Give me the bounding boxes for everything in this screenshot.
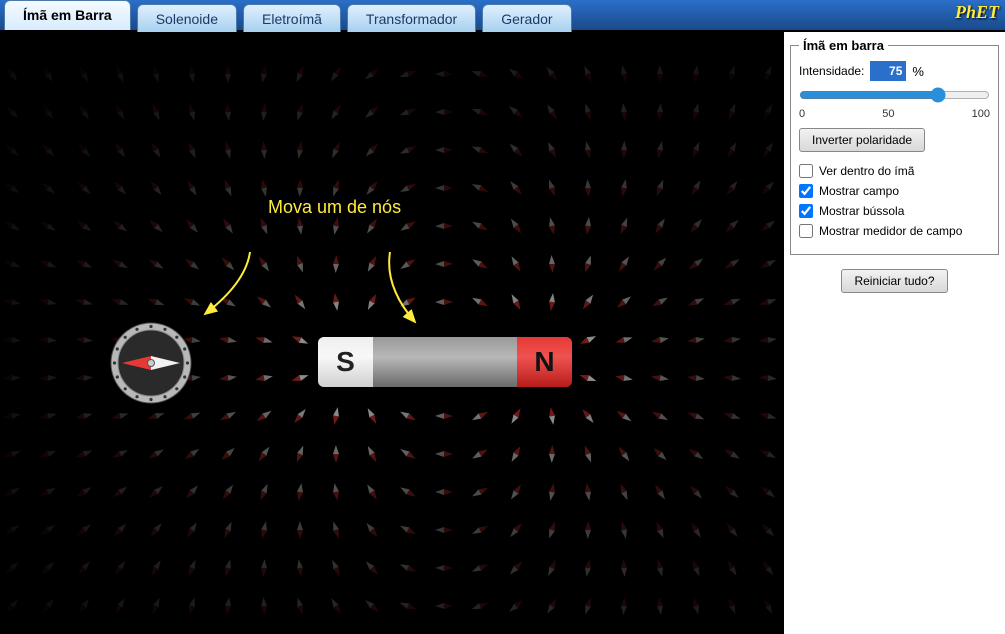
checkbox-show-compass-label: Mostrar bússola [819, 204, 904, 218]
magnet-body [373, 337, 517, 387]
workspace: Mova um de nós S N Ímã em barra [0, 32, 1005, 634]
tab-bar: Ímã em Barra Solenoide Eletroímã Transfo… [0, 0, 1005, 32]
checkbox-show-field-label: Mostrar campo [819, 184, 899, 198]
intensity-slider[interactable] [799, 87, 990, 103]
invert-polarity-button[interactable]: Inverter polaridade [799, 128, 925, 152]
side-panel: Ímã em barra Intensidade: % 0 50 100 Inv… [784, 32, 1005, 634]
checkbox-see-inside[interactable] [799, 164, 813, 178]
checkbox-show-field[interactable] [799, 184, 813, 198]
slider-tick-min: 0 [799, 108, 805, 120]
phet-logo: PhET [955, 2, 999, 23]
intensity-unit: % [912, 64, 924, 79]
checkbox-show-compass[interactable] [799, 204, 813, 218]
bar-magnet[interactable]: S N [318, 337, 572, 387]
checkbox-see-inside-label: Ver dentro do ímã [819, 164, 914, 178]
tab-bar-magnet[interactable]: Ímã em Barra [4, 0, 131, 30]
tab-transformer[interactable]: Transformador [347, 4, 476, 32]
tab-generator[interactable]: Gerador [482, 4, 571, 32]
checkbox-show-meter-label: Mostrar medidor de campo [819, 224, 962, 238]
simulation-canvas[interactable]: Mova um de nós S N [0, 32, 784, 634]
tab-solenoid[interactable]: Solenoide [137, 4, 237, 32]
panel-title: Ímã em barra [799, 38, 888, 53]
intensity-input[interactable] [870, 61, 906, 81]
compass[interactable] [110, 322, 192, 404]
tab-electromagnet[interactable]: Eletroímã [243, 4, 341, 32]
magnet-north-pole: N [517, 337, 572, 387]
hint-text: Mova um de nós [268, 197, 401, 218]
magnet-south-pole: S [318, 337, 373, 387]
slider-tick-max: 100 [972, 108, 990, 120]
checkbox-show-meter[interactable] [799, 224, 813, 238]
reset-all-button[interactable]: Reiniciar tudo? [841, 269, 947, 293]
intensity-label: Intensidade: [799, 64, 864, 78]
magnet-panel: Ímã em barra Intensidade: % 0 50 100 Inv… [790, 38, 999, 255]
slider-tick-mid: 50 [882, 108, 894, 120]
